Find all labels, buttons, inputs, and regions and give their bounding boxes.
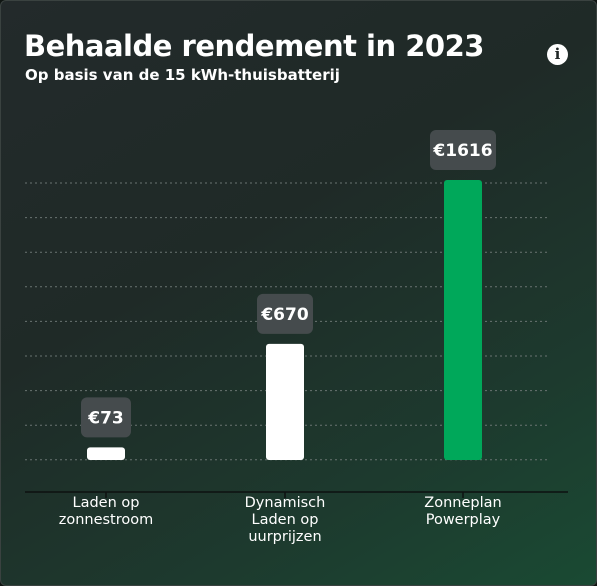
x-tick-label-line: Zonneplan (424, 495, 502, 511)
x-tick-label-line: Dynamisch (244, 495, 326, 511)
x-tick-label: Zonneplan Powerplay (388, 495, 538, 529)
bar (266, 343, 304, 460)
data-label: €73 (87, 408, 124, 428)
value-label-badge (257, 293, 313, 334)
x-tick-label-line: zonnestroom (58, 512, 154, 528)
x-tick-label-line: uurprijzen (248, 529, 322, 545)
data-label: €1616 (432, 141, 492, 161)
chart-title: Behaalde rendement in 2023 (24, 29, 484, 63)
x-tick-label: Dynamisch Laden op uurprijzen (210, 495, 360, 546)
bar (444, 180, 482, 460)
value-label-badge (430, 130, 496, 170)
x-tick-label-line: Laden op (72, 495, 140, 511)
bar (87, 447, 125, 460)
info-icon[interactable]: i (547, 44, 568, 65)
x-tick-label-line: Powerplay (425, 512, 501, 528)
value-label-badge (81, 397, 131, 438)
x-tick-label: Laden op zonnestroom (31, 495, 181, 529)
chart-subtitle: Op basis van de 15 kWh-thuisbatterij (25, 66, 340, 84)
data-label: €670 (260, 305, 308, 325)
x-tick-label-line: Laden op (251, 512, 319, 528)
